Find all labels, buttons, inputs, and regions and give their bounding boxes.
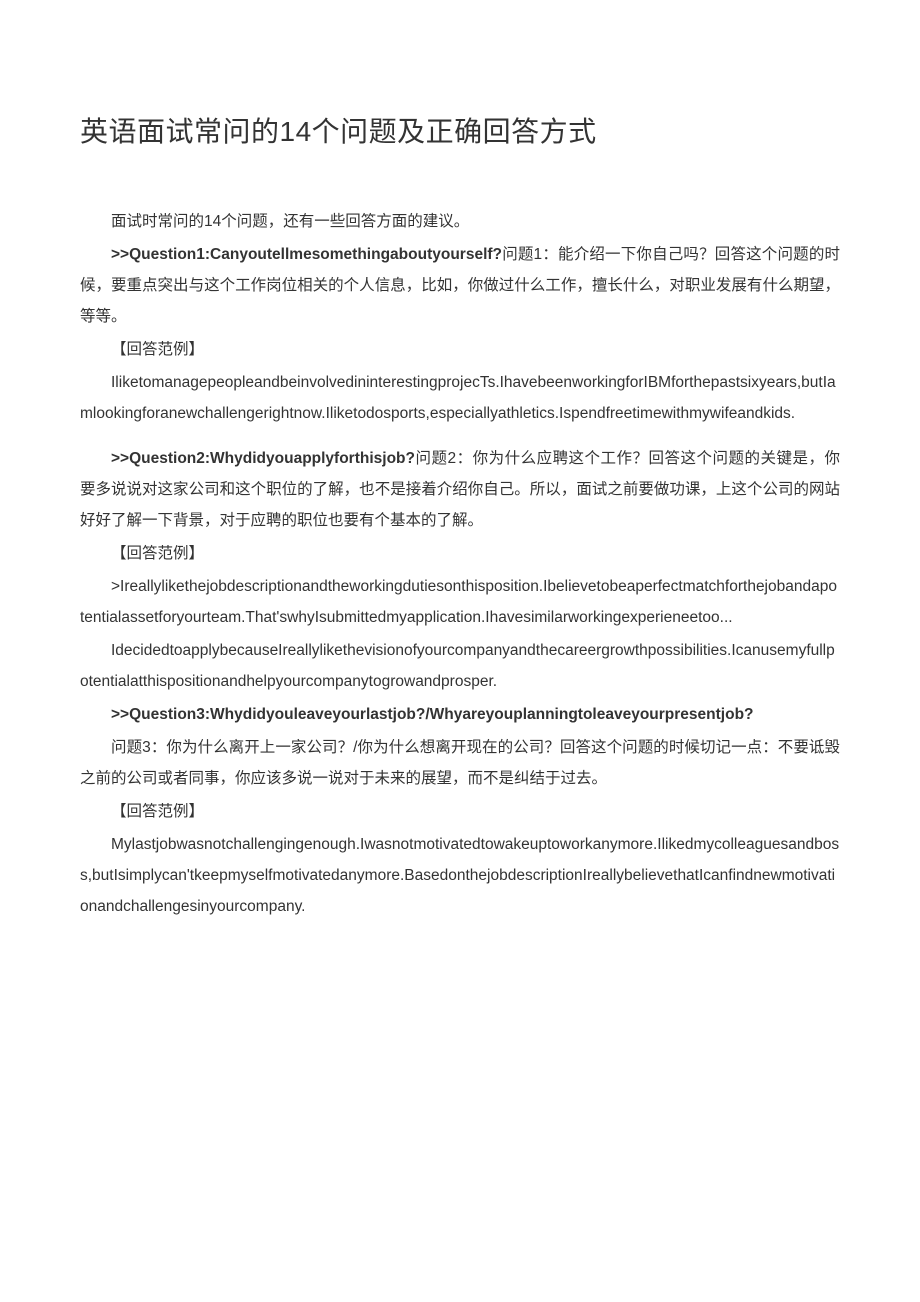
q1-label: >>Question1:Canyoutellmesomethingaboutyo… <box>111 246 502 263</box>
q3-label: >>Question3:Whydidyouleaveyourlastjob?/W… <box>111 706 754 723</box>
q3-text: 问题3：你为什么离开上一家公司？/你为什么想离开现在的公司？回答这个问题的时候切… <box>80 732 840 794</box>
q1-block: >>Question1:Canyoutellmesomethingaboutyo… <box>80 239 840 332</box>
page-title: 英语面试常问的14个问题及正确回答方式 <box>80 110 840 150</box>
q2-label: >>Question2:Whydidyouapplyforthisjob? <box>111 450 415 467</box>
q3-example: Mylastjobwasnotchallengingenough.Iwasnot… <box>80 829 840 922</box>
intro-paragraph: 面试时常问的14个问题，还有一些回答方面的建议。 <box>80 206 840 237</box>
document-body: 面试时常问的14个问题，还有一些回答方面的建议。 >>Question1:Can… <box>80 206 840 922</box>
q2-block: >>Question2:Whydidyouapplyforthisjob?问题2… <box>80 443 840 536</box>
q2-example-a: >Ireallylikethejobdescriptionandtheworki… <box>80 571 840 633</box>
q1-example-label: 【回答范例】 <box>80 334 840 365</box>
q2-example-label: 【回答范例】 <box>80 538 840 569</box>
q3-example-label: 【回答范例】 <box>80 796 840 827</box>
q1-example: Iliketomanagepeopleandbeinvolvedinintere… <box>80 367 840 429</box>
q3-label-block: >>Question3:Whydidyouleaveyourlastjob?/W… <box>80 699 840 730</box>
q2-example-b: IdecidedtoapplybecauseIreallylikethevisi… <box>80 635 840 697</box>
